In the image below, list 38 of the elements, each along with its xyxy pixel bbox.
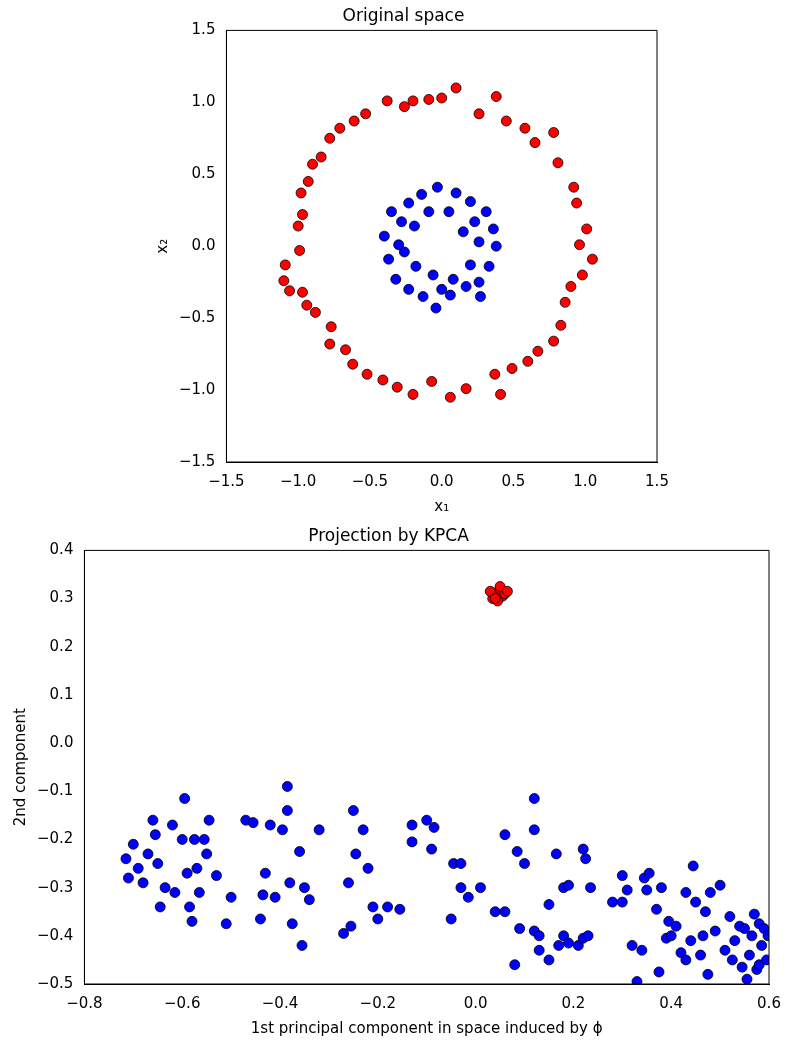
x-tick-label: −0.2 bbox=[359, 993, 397, 1012]
y-axis-title: x₂ bbox=[152, 238, 171, 254]
y-tick-label: −0.5 bbox=[36, 973, 74, 992]
y-tick-label: 1.5 bbox=[191, 20, 216, 39]
y-tick-label: 0.0 bbox=[49, 733, 74, 751]
y-tick-label: −0.1 bbox=[36, 781, 74, 800]
x-tick-label: 0.5 bbox=[501, 471, 526, 490]
y-tick-label: 0.2 bbox=[49, 636, 74, 655]
x-tick-label: 0.2 bbox=[561, 993, 586, 1012]
y-tick-label: −0.3 bbox=[36, 877, 74, 896]
x-tick-label: 0.6 bbox=[757, 993, 781, 1012]
x-tick-label: −1.5 bbox=[208, 471, 245, 490]
y-tick-label: −0.4 bbox=[36, 925, 74, 944]
x-tick-label: 0.0 bbox=[463, 993, 488, 1012]
y-tick-label: 1.0 bbox=[191, 92, 216, 111]
x-tick-label: −0.6 bbox=[164, 993, 201, 1012]
y-tick-label: −1.0 bbox=[178, 379, 216, 398]
x-tick-label: −0.8 bbox=[66, 993, 103, 1012]
x-tick-label: 0.4 bbox=[659, 993, 684, 1012]
chart-title: Projection by KPCA bbox=[308, 524, 470, 545]
chart-title: Original space bbox=[342, 4, 465, 25]
x-tick-label: −1.0 bbox=[279, 471, 317, 490]
x-tick-label: 0.0 bbox=[429, 471, 454, 490]
x-tick-label: −0.5 bbox=[351, 471, 389, 490]
y-tick-label: −0.2 bbox=[36, 829, 74, 848]
x-tick-label: −0.4 bbox=[261, 993, 299, 1012]
y-tick-label: −1.5 bbox=[178, 451, 216, 470]
y-tick-label: 0.4 bbox=[49, 540, 74, 559]
y-tick-label: 0.1 bbox=[49, 684, 74, 703]
x-tick-label: 1.5 bbox=[645, 471, 669, 490]
y-tick-label: 0.0 bbox=[191, 236, 216, 255]
y-axis-title: 2nd component bbox=[10, 707, 29, 827]
x-axis-title: x₁ bbox=[434, 496, 450, 515]
x-tick-label: 1.0 bbox=[573, 471, 598, 490]
x-axis-title: 1st principal component in space induced by ϕ bbox=[250, 1018, 603, 1037]
y-tick-label: −0.5 bbox=[178, 308, 216, 327]
y-tick-label: 0.5 bbox=[191, 164, 216, 183]
y-tick-label: 0.3 bbox=[49, 588, 74, 607]
